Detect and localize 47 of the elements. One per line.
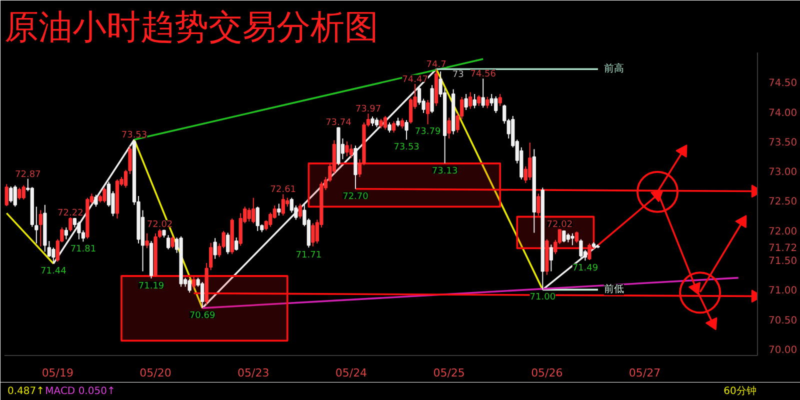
y-tick-label: 72.00 — [768, 226, 798, 238]
text: 73.13 — [432, 166, 458, 176]
text: 71.19 — [138, 281, 164, 292]
text: 74.56 — [470, 70, 496, 80]
text: 72.70 — [342, 192, 368, 202]
x-tick-label: 05/19 — [42, 366, 74, 380]
x-tick-label: 05/26 — [531, 366, 563, 380]
text: 73.79 — [414, 127, 441, 138]
text: 71.81 — [70, 244, 96, 255]
text: 72.87 — [15, 170, 41, 180]
series-label: 前低 — [604, 283, 624, 296]
text: 72.22 — [58, 208, 84, 218]
y-tick-label: 70.00 — [768, 344, 798, 356]
annotation: 73 — [452, 70, 464, 80]
text: 73.97 — [355, 104, 382, 115]
text: 71.00 — [530, 292, 556, 303]
text: 72.02 — [146, 220, 173, 230]
x-tick-label: 05/23 — [238, 366, 270, 380]
text: 71.44 — [40, 266, 66, 277]
x-tick-label: 05/24 — [335, 366, 368, 380]
x-tick-label: 05/20 — [140, 366, 172, 380]
text: 73.53 — [121, 130, 148, 141]
text: 74.47 — [402, 74, 428, 85]
chart-title: 原油小时趋势交易分析图 — [4, 8, 378, 48]
text: 73.53 — [394, 142, 420, 153]
y-tick-label: 71.00 — [768, 286, 798, 297]
text: 74.7 — [426, 60, 446, 70]
y-tick-label: 73.00 — [768, 167, 798, 178]
text: 71.71 — [296, 250, 322, 261]
series-label: 前高 — [604, 62, 624, 75]
text: 70.69 — [189, 311, 216, 322]
text: 0.487↑ — [8, 386, 45, 397]
text: 73.74 — [326, 118, 352, 128]
y-tick-label: 70.50 — [768, 315, 798, 326]
y-tick-label: 73.50 — [768, 137, 798, 148]
y-tick-label: 71.50 — [768, 256, 798, 268]
y-tick-label: 74.50 — [768, 78, 798, 90]
y-tick-label: 74.00 — [768, 108, 798, 119]
y-tick-label: 72.50 — [768, 196, 798, 208]
y-tick-label: 71.72 — [768, 242, 798, 254]
text: 71.49 — [572, 264, 598, 274]
text: 60分钟 — [724, 385, 756, 397]
x-tick-label: 05/25 — [433, 366, 465, 380]
text: MACD 0.050↑ — [45, 386, 116, 397]
x-tick-label: 05/27 — [628, 366, 661, 380]
text: 72.61 — [270, 185, 296, 196]
text: 72.02 — [546, 220, 573, 230]
